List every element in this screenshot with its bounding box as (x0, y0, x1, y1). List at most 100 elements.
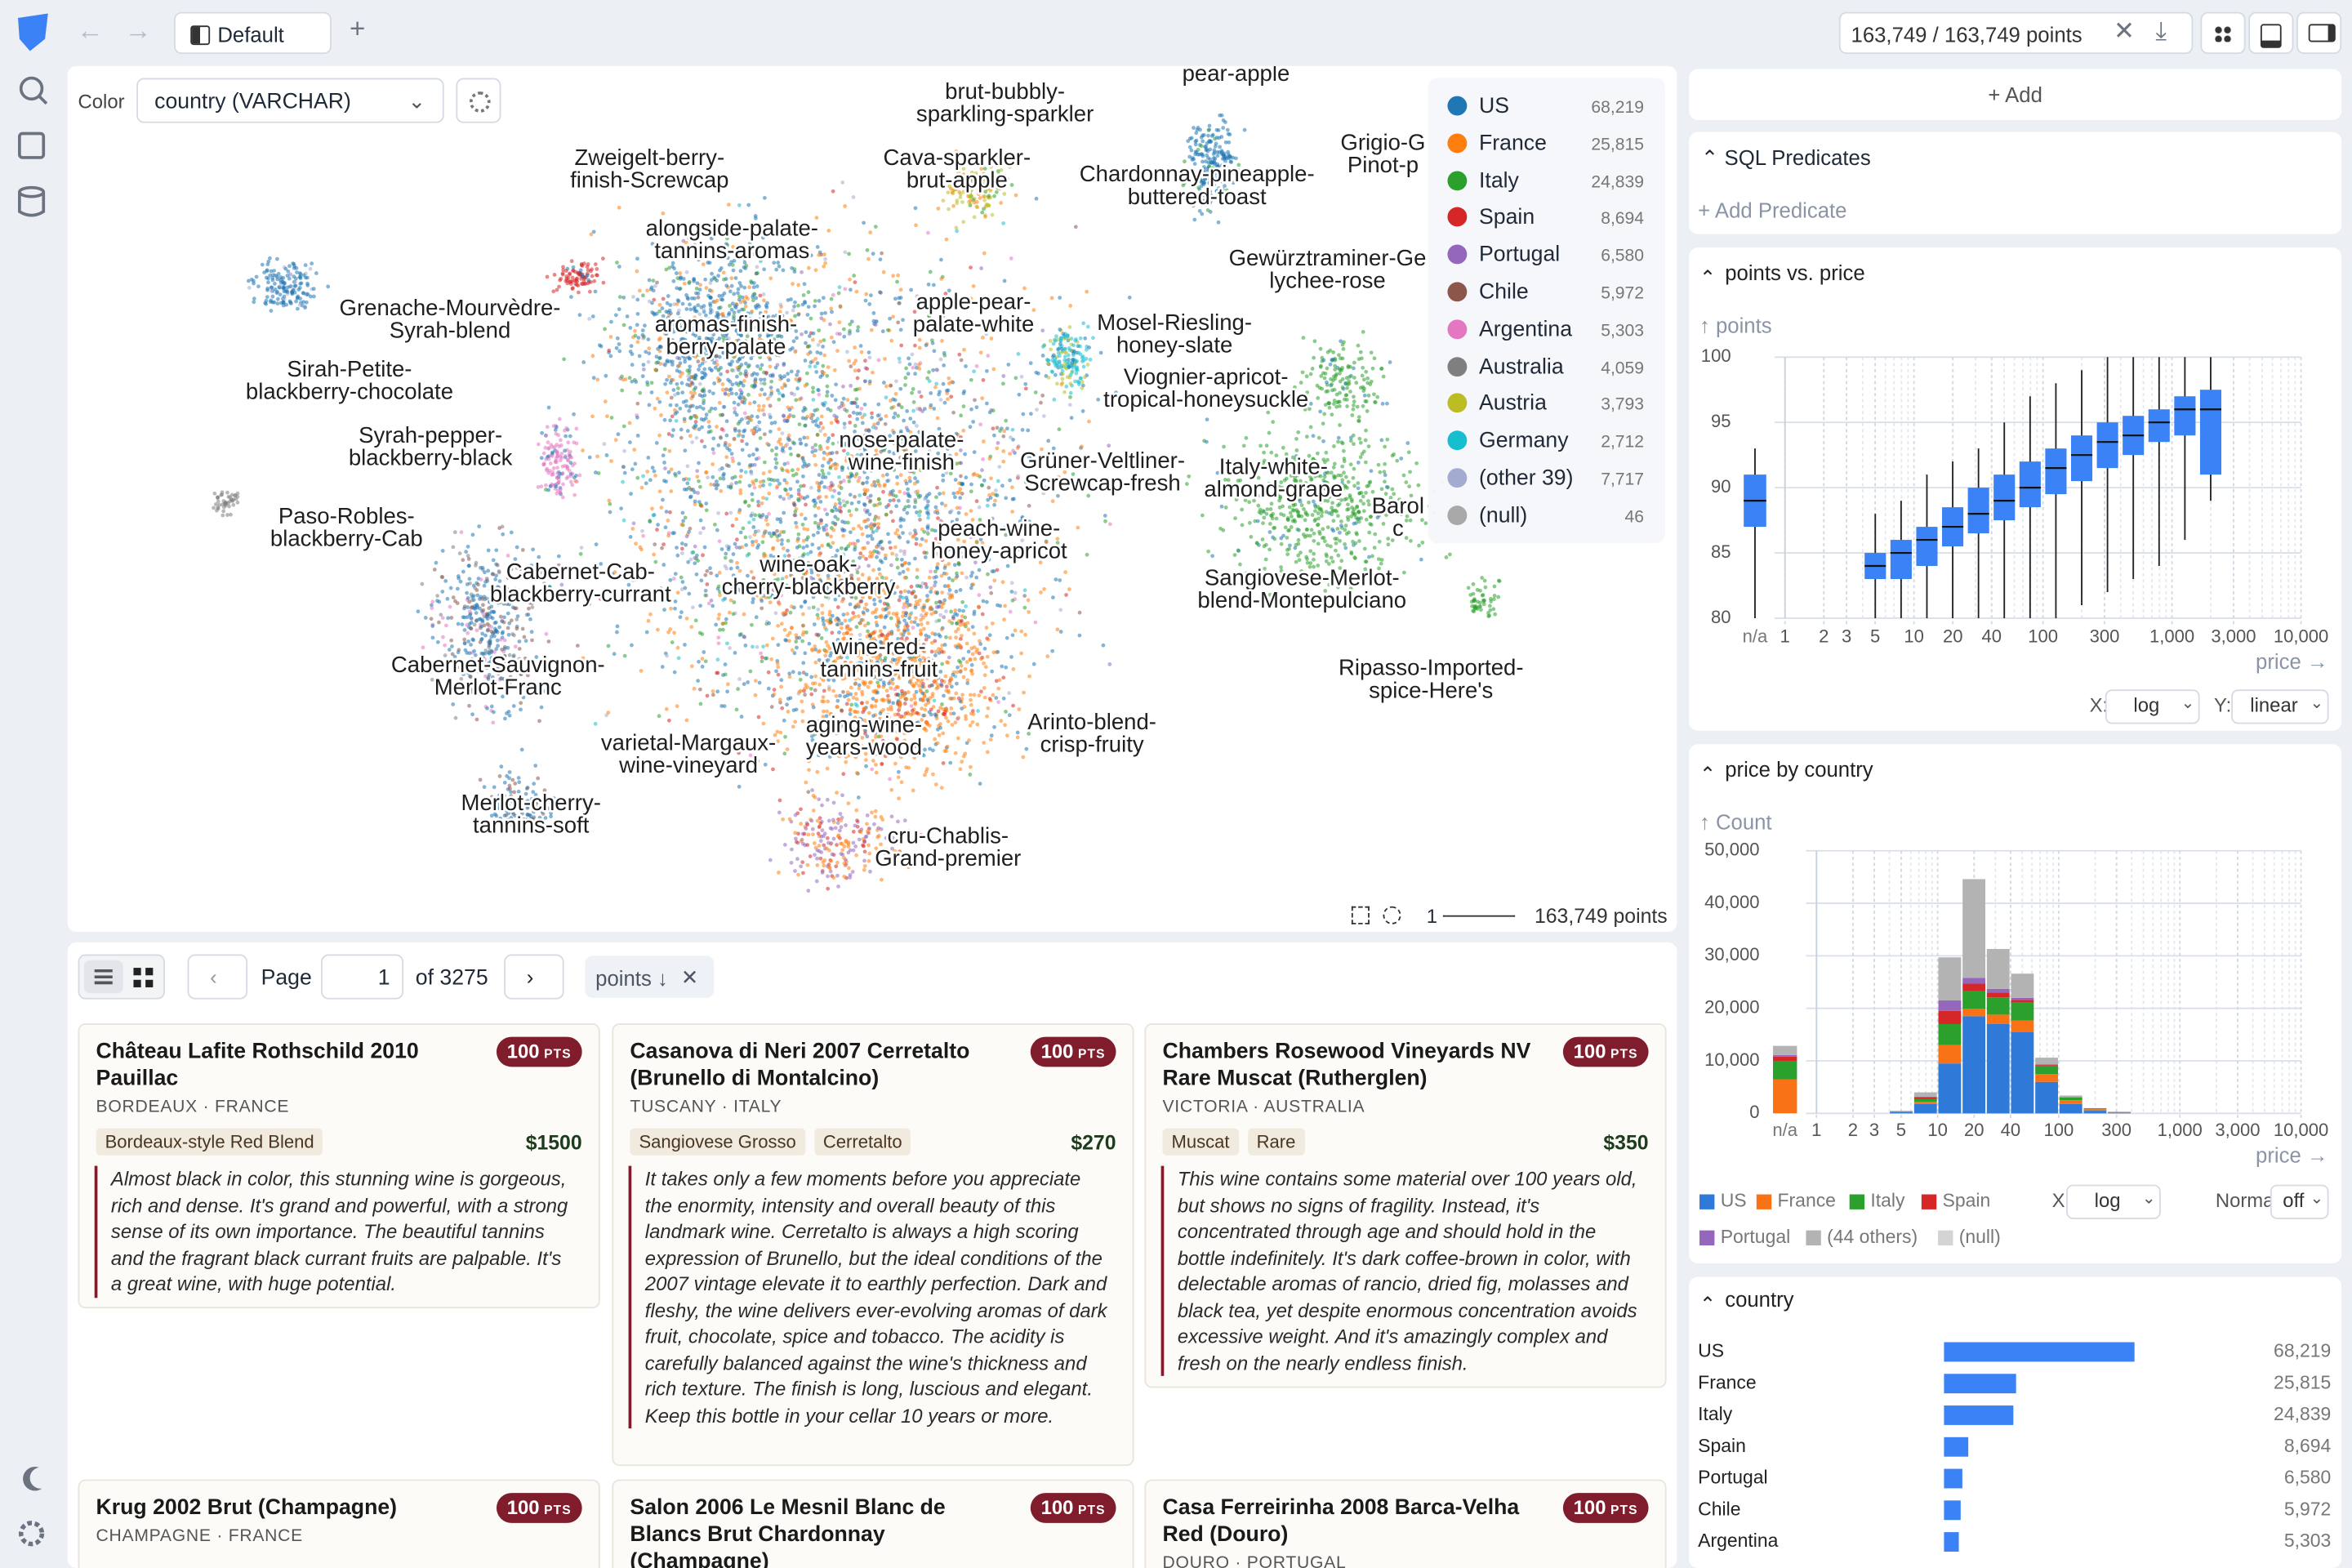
point (960, 305, 965, 310)
point (1383, 461, 1388, 466)
table-toggle[interactable] (2248, 11, 2294, 55)
point (889, 616, 893, 621)
point (1339, 519, 1343, 523)
point (912, 481, 917, 486)
point-count: 163,749 / 163,749 points (1851, 22, 2082, 47)
point (1343, 474, 1348, 479)
embedding-toggle[interactable] (2200, 11, 2246, 55)
point (690, 605, 695, 610)
point (991, 433, 996, 438)
point (706, 475, 710, 480)
point (1304, 434, 1309, 439)
tab[interactable]: Default (174, 11, 332, 55)
download-button[interactable]: ⤓ (2155, 16, 2167, 46)
point (829, 480, 834, 485)
point (901, 318, 905, 323)
point (1022, 690, 1026, 695)
point (964, 641, 969, 646)
point (702, 401, 706, 406)
point (710, 289, 714, 293)
point (848, 322, 853, 327)
point (753, 693, 758, 697)
point (677, 363, 682, 368)
point (715, 689, 720, 694)
point (621, 465, 626, 469)
point (825, 766, 830, 771)
point (975, 722, 980, 727)
point (935, 591, 939, 596)
point (736, 434, 741, 438)
point (687, 377, 691, 382)
point (896, 769, 901, 774)
point (837, 828, 842, 833)
point (843, 204, 848, 208)
point (702, 650, 706, 654)
point (693, 618, 698, 623)
point (873, 704, 878, 709)
point (1268, 507, 1273, 511)
point (837, 320, 842, 325)
point (851, 611, 856, 615)
point (949, 675, 953, 680)
sidebar-toggle[interactable] (2296, 11, 2342, 55)
point (822, 863, 826, 868)
point (689, 625, 694, 630)
new-tab-button[interactable]: + (349, 13, 366, 44)
point (795, 635, 800, 640)
clear-button[interactable]: ✕ (2113, 16, 2136, 46)
forward-button[interactable]: → (124, 15, 152, 46)
point (907, 362, 912, 367)
point (666, 718, 671, 723)
point (842, 874, 847, 879)
point (709, 368, 714, 373)
point (1285, 516, 1290, 520)
table-icon[interactable] (18, 131, 46, 159)
point (628, 326, 633, 330)
point (734, 707, 739, 712)
search-icon[interactable] (19, 76, 44, 101)
settings-icon[interactable] (18, 1521, 45, 1547)
point (991, 492, 996, 497)
point (940, 702, 944, 706)
point (751, 230, 756, 235)
point (1320, 536, 1325, 541)
point (1334, 541, 1339, 546)
theme-icon[interactable] (23, 1467, 42, 1491)
point (1335, 527, 1340, 531)
point (1420, 540, 1425, 545)
point (780, 431, 785, 436)
point (716, 510, 720, 515)
point (822, 485, 827, 489)
point (822, 831, 827, 836)
point (688, 526, 693, 531)
point (653, 559, 658, 564)
point (738, 746, 742, 751)
point (992, 578, 997, 583)
point (815, 769, 820, 774)
embedding-view[interactable]: pear-applebrut-bubbly-sparkling-sparkler… (68, 66, 1677, 932)
point (835, 843, 839, 847)
point (936, 709, 941, 714)
back-button[interactable]: ← (76, 15, 104, 46)
point (870, 810, 874, 815)
point (841, 856, 846, 860)
point (931, 368, 936, 372)
point (800, 522, 805, 527)
point (607, 498, 612, 503)
point (762, 195, 767, 200)
point (590, 354, 595, 359)
point (862, 434, 867, 438)
point (767, 621, 772, 626)
point (866, 858, 871, 863)
point (817, 797, 822, 802)
point (969, 702, 973, 707)
point (987, 557, 991, 562)
db-icon[interactable] (18, 185, 46, 198)
point (1352, 442, 1356, 447)
point (797, 397, 802, 402)
point (820, 543, 824, 548)
point (956, 665, 960, 670)
point (800, 612, 805, 617)
point (978, 518, 982, 522)
point (811, 419, 815, 424)
